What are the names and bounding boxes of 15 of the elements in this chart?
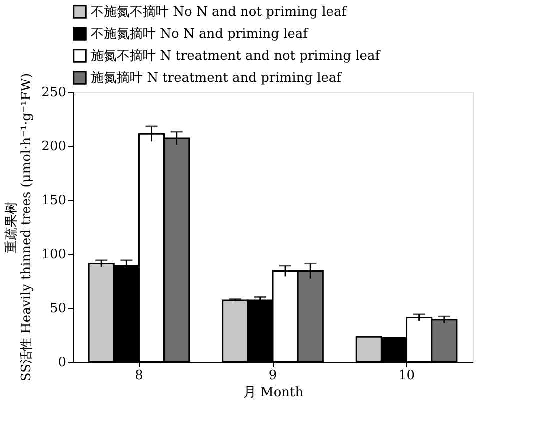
y-tick-label: 200 [42,140,66,154]
x-axis-title: 月 Month [243,386,304,400]
legend-label: 施氮摘叶 N treatment and priming leaf [91,71,343,86]
y-tick-label: 150 [42,194,66,208]
legend-label: 不施氮不摘叶 No N and not priming leaf [91,5,348,20]
x-tick-label: 10 [398,368,416,384]
y-tick-label: 250 [42,86,66,100]
y-tick-label: 100 [42,248,66,262]
x-tick-label: 9 [268,368,278,384]
legend-label: 施氮不摘叶 N treatment and not priming leaf [91,49,382,64]
x-tick-label: 8 [135,368,144,384]
y-tick-label: 50 [50,302,66,316]
legend-label: 不施氮摘叶 No N and priming leaf [91,27,310,42]
y-axis-title: 重疏果树 SS活性 Heavily thinned trees (μmol·h⁻¹·g⁻¹FW) [4,73,35,382]
y-tick-label: 0 [58,356,66,370]
